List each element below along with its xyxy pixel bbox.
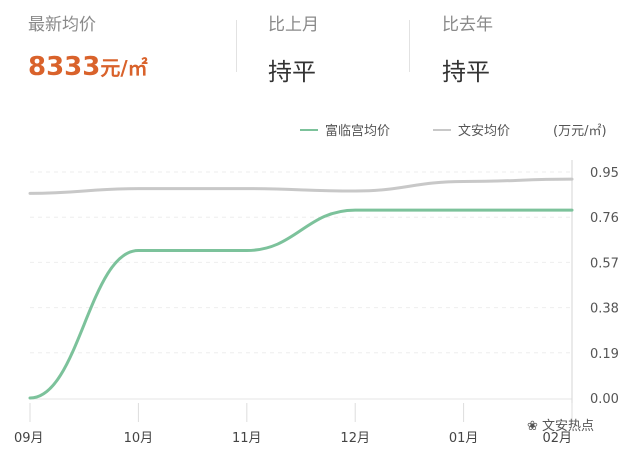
wechat-icon: ❀: [527, 419, 538, 434]
latest-avg-value: 8333元/㎡: [28, 52, 148, 82]
y-tick-label: 0.76: [590, 211, 619, 226]
x-tick-label: 11月: [232, 431, 262, 446]
mom-label: 比上月: [268, 15, 319, 35]
x-tick-label: 09月: [14, 431, 44, 446]
latest-avg-unit: 元/㎡: [100, 56, 148, 80]
y-tick-label: 0.57: [590, 256, 619, 271]
x-tick-label: 02月: [542, 431, 572, 446]
stat-divider-1: [236, 20, 237, 72]
latest-avg-number: 8333: [28, 52, 101, 82]
legend-label-1: 文安均价: [458, 124, 510, 139]
stats-header: 最新均价 8333元/㎡ 比上月 持平 比去年 持平: [0, 0, 640, 100]
x-tick-label: 10月: [124, 431, 154, 446]
y-tick-label: 0.38: [590, 302, 619, 317]
watermark-text: 文安热点: [542, 419, 595, 434]
mom-value: 持平: [268, 58, 316, 86]
y-tick-label: 0.00: [590, 392, 619, 407]
legend-label-0: 富临宫均价: [325, 123, 390, 139]
yoy-label: 比去年: [442, 15, 493, 35]
x-tick-label: 01月: [449, 431, 479, 446]
series-line-1: [28, 177, 574, 195]
latest-avg-label: 最新均价: [28, 15, 96, 35]
watermark: ❀ 文安热点: [527, 415, 594, 434]
stat-divider-2: [409, 20, 410, 72]
y-tick-label: 0.19: [590, 347, 619, 362]
series-line-0: [28, 208, 574, 400]
unit-label: (万元/㎡): [553, 124, 607, 139]
yoy-value: 持平: [442, 58, 490, 86]
y-tick-label: 0.95: [590, 166, 619, 181]
x-tick-label: 12月: [340, 431, 370, 446]
